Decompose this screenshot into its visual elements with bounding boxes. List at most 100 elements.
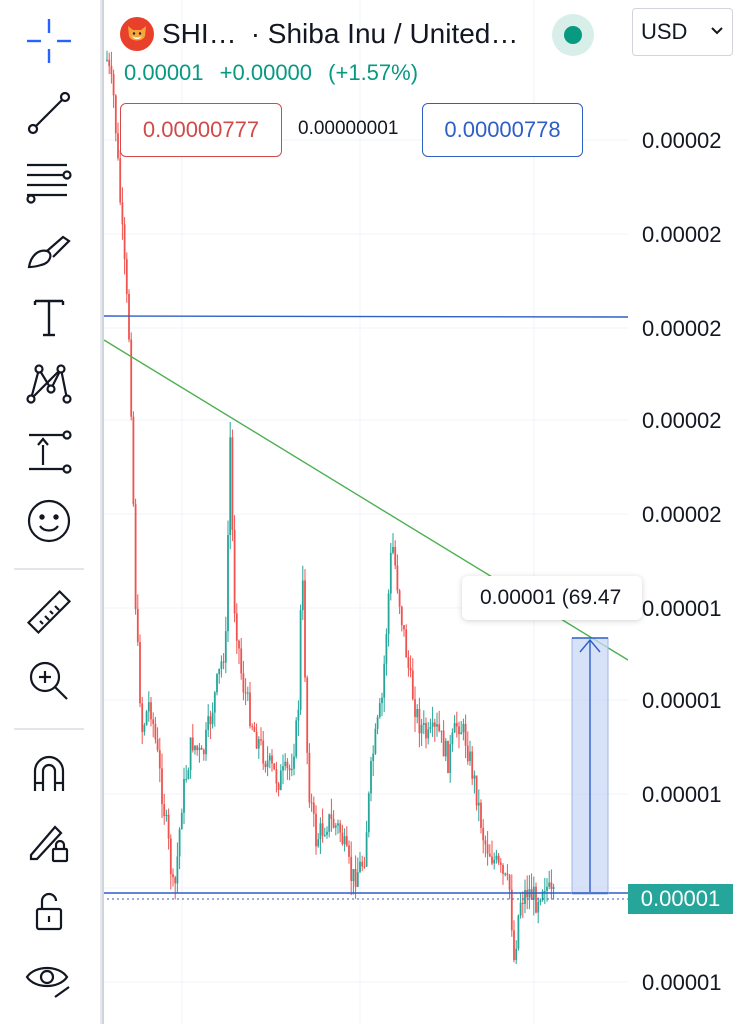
candle-body <box>420 724 423 734</box>
chart-area[interactable] <box>101 0 733 1024</box>
candle <box>495 849 498 864</box>
text-tool[interactable] <box>20 288 78 346</box>
unlock-tool[interactable] <box>20 882 78 940</box>
emoji-icon <box>27 499 71 543</box>
candle-body <box>119 158 122 203</box>
candle <box>222 652 225 670</box>
candle <box>403 625 405 637</box>
symbol-name[interactable]: SHI… <box>162 18 237 49</box>
candle-body <box>394 546 397 566</box>
eye-tool[interactable] <box>20 950 78 1008</box>
candle <box>172 868 174 887</box>
magnet-tool[interactable] <box>20 744 78 802</box>
candle-body <box>205 729 207 755</box>
candle <box>227 520 229 642</box>
candle <box>257 736 260 759</box>
candle-body <box>548 882 551 887</box>
candle <box>106 50 108 62</box>
candle <box>108 52 111 75</box>
candle-body <box>264 763 267 768</box>
candle <box>442 720 445 757</box>
lock-drawing-tool[interactable] <box>20 812 78 870</box>
candle-body <box>436 724 438 727</box>
candle <box>332 810 335 829</box>
candle <box>436 712 438 737</box>
candle <box>209 710 212 740</box>
candle-body <box>414 699 416 718</box>
candle-body <box>440 730 443 732</box>
candle <box>422 710 425 735</box>
symbol-header[interactable]: SHI… · Shiba Inu / United… <box>120 12 600 56</box>
candle-body <box>427 729 430 739</box>
candle <box>539 898 542 906</box>
currency-select[interactable]: USD <box>632 8 733 56</box>
emoji-tool[interactable] <box>20 492 78 550</box>
candle-body <box>317 839 320 847</box>
candle-body <box>165 814 168 817</box>
trend-line-tool[interactable] <box>20 84 78 142</box>
market-status[interactable] <box>552 14 594 56</box>
candle <box>392 533 394 555</box>
candle <box>548 870 551 890</box>
brush-tool[interactable] <box>20 220 78 278</box>
candle-body <box>466 745 469 762</box>
zoom-in-tool[interactable] <box>20 652 78 710</box>
candle-body <box>141 703 144 732</box>
candle <box>524 879 526 914</box>
candle-body <box>246 692 249 694</box>
candle-body <box>187 770 190 779</box>
candle <box>253 722 256 733</box>
candle <box>147 691 150 722</box>
fib-retracement-tool[interactable] <box>20 152 78 210</box>
candle <box>376 714 379 735</box>
pattern-tool[interactable] <box>20 354 78 412</box>
candle-body <box>323 834 326 836</box>
candle-body <box>271 755 273 764</box>
candle-body <box>114 95 117 134</box>
candle <box>387 589 390 647</box>
candle <box>378 697 381 719</box>
candle <box>458 721 460 749</box>
candle-body <box>268 755 271 761</box>
candle <box>460 721 463 735</box>
candle <box>130 332 133 421</box>
buy-button[interactable]: 0.00000778 <box>422 103 583 157</box>
candle <box>552 883 555 899</box>
candle <box>455 711 458 738</box>
candle-body <box>249 692 251 727</box>
price-axis-label: 0.00001 <box>642 688 722 713</box>
candle-body <box>480 802 482 829</box>
candle-body <box>477 802 480 806</box>
candle-body <box>220 661 223 669</box>
candle-body <box>337 823 339 826</box>
crosshair-tool[interactable] <box>20 12 78 70</box>
candle <box>273 763 276 771</box>
candle-body <box>392 546 394 553</box>
candle-body <box>488 853 491 857</box>
candle-body <box>469 751 471 762</box>
candle <box>233 515 236 623</box>
candle <box>541 889 544 902</box>
candle-body <box>229 437 232 535</box>
ruler-tool[interactable] <box>20 584 78 642</box>
sell-button[interactable]: 0.00000777 <box>120 103 282 157</box>
candle <box>326 826 328 839</box>
candle <box>242 660 245 701</box>
candle-body <box>370 760 372 794</box>
candle <box>515 940 518 965</box>
candle-body <box>233 529 236 614</box>
candle <box>119 150 122 206</box>
candle-body <box>416 708 419 718</box>
candle <box>488 844 491 858</box>
candle-body <box>167 814 170 839</box>
measure-range-tool[interactable] <box>20 422 78 480</box>
candle <box>141 696 144 745</box>
candle-body <box>130 339 133 417</box>
candle <box>449 735 452 783</box>
candle-body <box>196 745 199 751</box>
candle <box>438 710 441 733</box>
candle <box>341 824 344 846</box>
candlestick-series <box>106 50 555 965</box>
candle <box>383 655 386 712</box>
price-chart[interactable] <box>101 0 733 1024</box>
